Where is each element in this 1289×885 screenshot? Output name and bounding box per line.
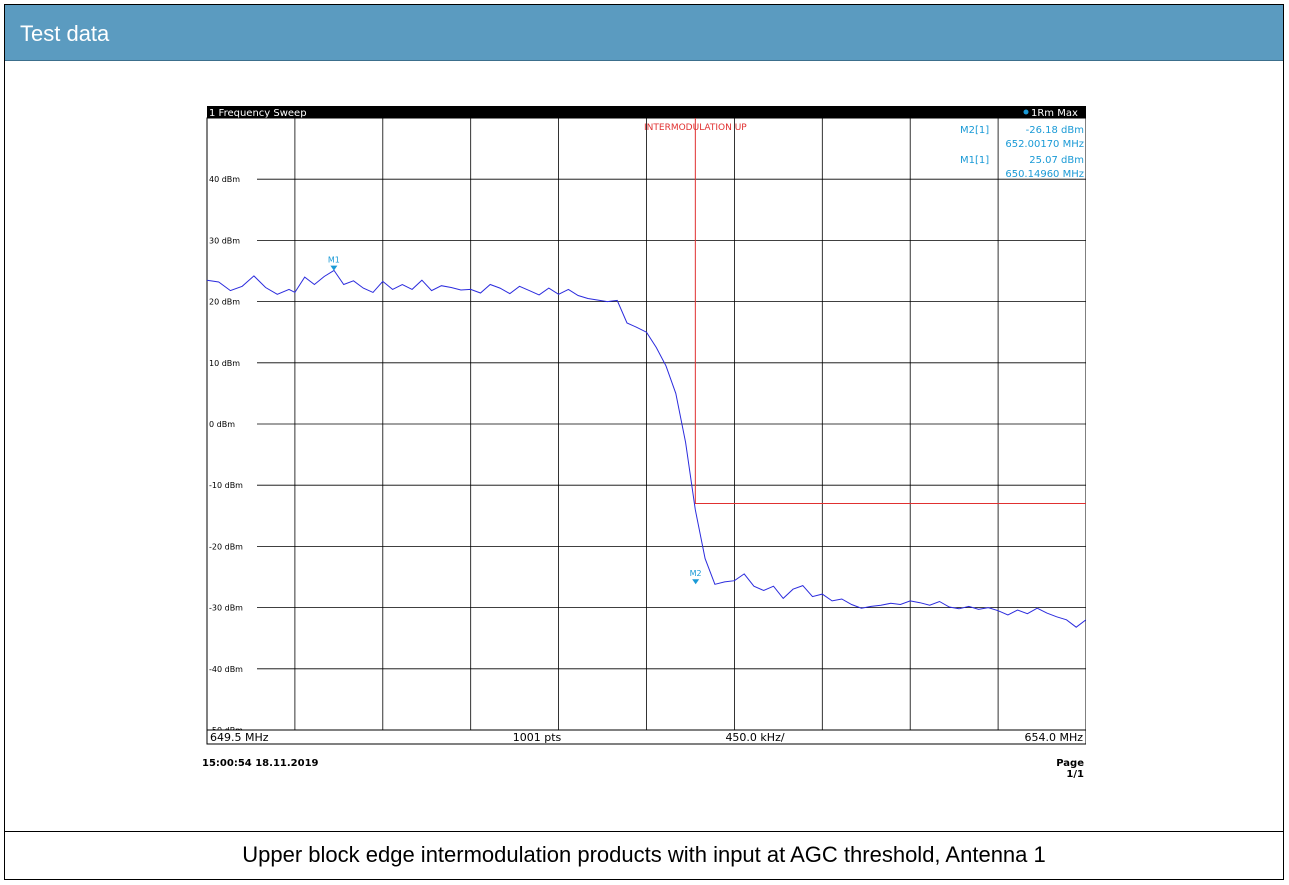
markers-group: M1 M2 [328, 256, 702, 585]
report-frame: Test data Upper block edge intermodulati… [4, 4, 1284, 880]
analyzer-screenshot: 1 Frequency Sweep 1Rm Max 40 dBm 30 dBm 20… [200, 100, 1087, 753]
plot-title-bar [207, 106, 1086, 118]
limit-line-label: INTERMODULATION UP [644, 123, 747, 133]
y-tick-label: -30 dBm [209, 604, 243, 613]
status-bar [206, 729, 1087, 745]
span-per-division: 450.0 kHz/ [725, 731, 784, 744]
plot-title: 1 Frequency Sweep [209, 108, 307, 119]
trace-line [206, 269, 1087, 628]
marker-m1-label: M1 [328, 256, 340, 265]
y-tick-label: -10 dBm [209, 481, 243, 490]
y-tick-label: -20 dBm [209, 542, 243, 551]
y-tick-label: 0 dBm [209, 420, 235, 429]
trace-label: 1Rm Max [1031, 108, 1078, 119]
limit-polyline [694, 118, 1086, 505]
marker-m2-icon [692, 579, 700, 585]
section-header: Test data [5, 5, 1283, 61]
timestamp: 15:00:54 18.11.2019 [202, 758, 319, 769]
start-frequency: 649.5 MHz [210, 731, 269, 744]
spectrum-plot: 1 Frequency Sweep 1Rm Max 40 dBm 30 dBm 20… [200, 100, 1087, 748]
marker-table-m2-level: -26.18 dBm [1026, 125, 1084, 136]
marker-table-m1-freq: 650.14960 MHz [1005, 169, 1084, 180]
horizontal-gridlines [257, 178, 1086, 670]
marker-table-m1-level: 25.07 dBm [1029, 155, 1084, 166]
caption-row: Upper block edge intermodulation product… [5, 831, 1283, 879]
marker-table-m2-name: M2[1] [960, 125, 989, 136]
trace-indicator-icon [1023, 109, 1029, 115]
marker-table-m2-freq: 652.00170 MHz [1005, 139, 1084, 150]
sweep-points: 1001 pts [513, 731, 562, 744]
marker-table-m1-name: M1[1] [960, 155, 989, 166]
y-tick-label: 30 dBm [209, 236, 240, 245]
y-tick-label: -40 dBm [209, 665, 243, 674]
marker-m2-label: M2 [690, 569, 702, 578]
trace-group [206, 269, 1087, 628]
y-tick-label: 10 dBm [209, 359, 240, 368]
section-title: Test data [20, 21, 110, 46]
marker-m1-icon [330, 265, 338, 271]
figure-caption: Upper block edge intermodulation product… [242, 842, 1046, 867]
y-tick-label: 40 dBm [209, 175, 240, 184]
limit-line [694, 118, 1086, 505]
page-indicator: Page 1/1 [1056, 758, 1084, 780]
y-tick-label: 20 dBm [209, 298, 240, 307]
stop-frequency: 654.0 MHz [1024, 731, 1083, 744]
